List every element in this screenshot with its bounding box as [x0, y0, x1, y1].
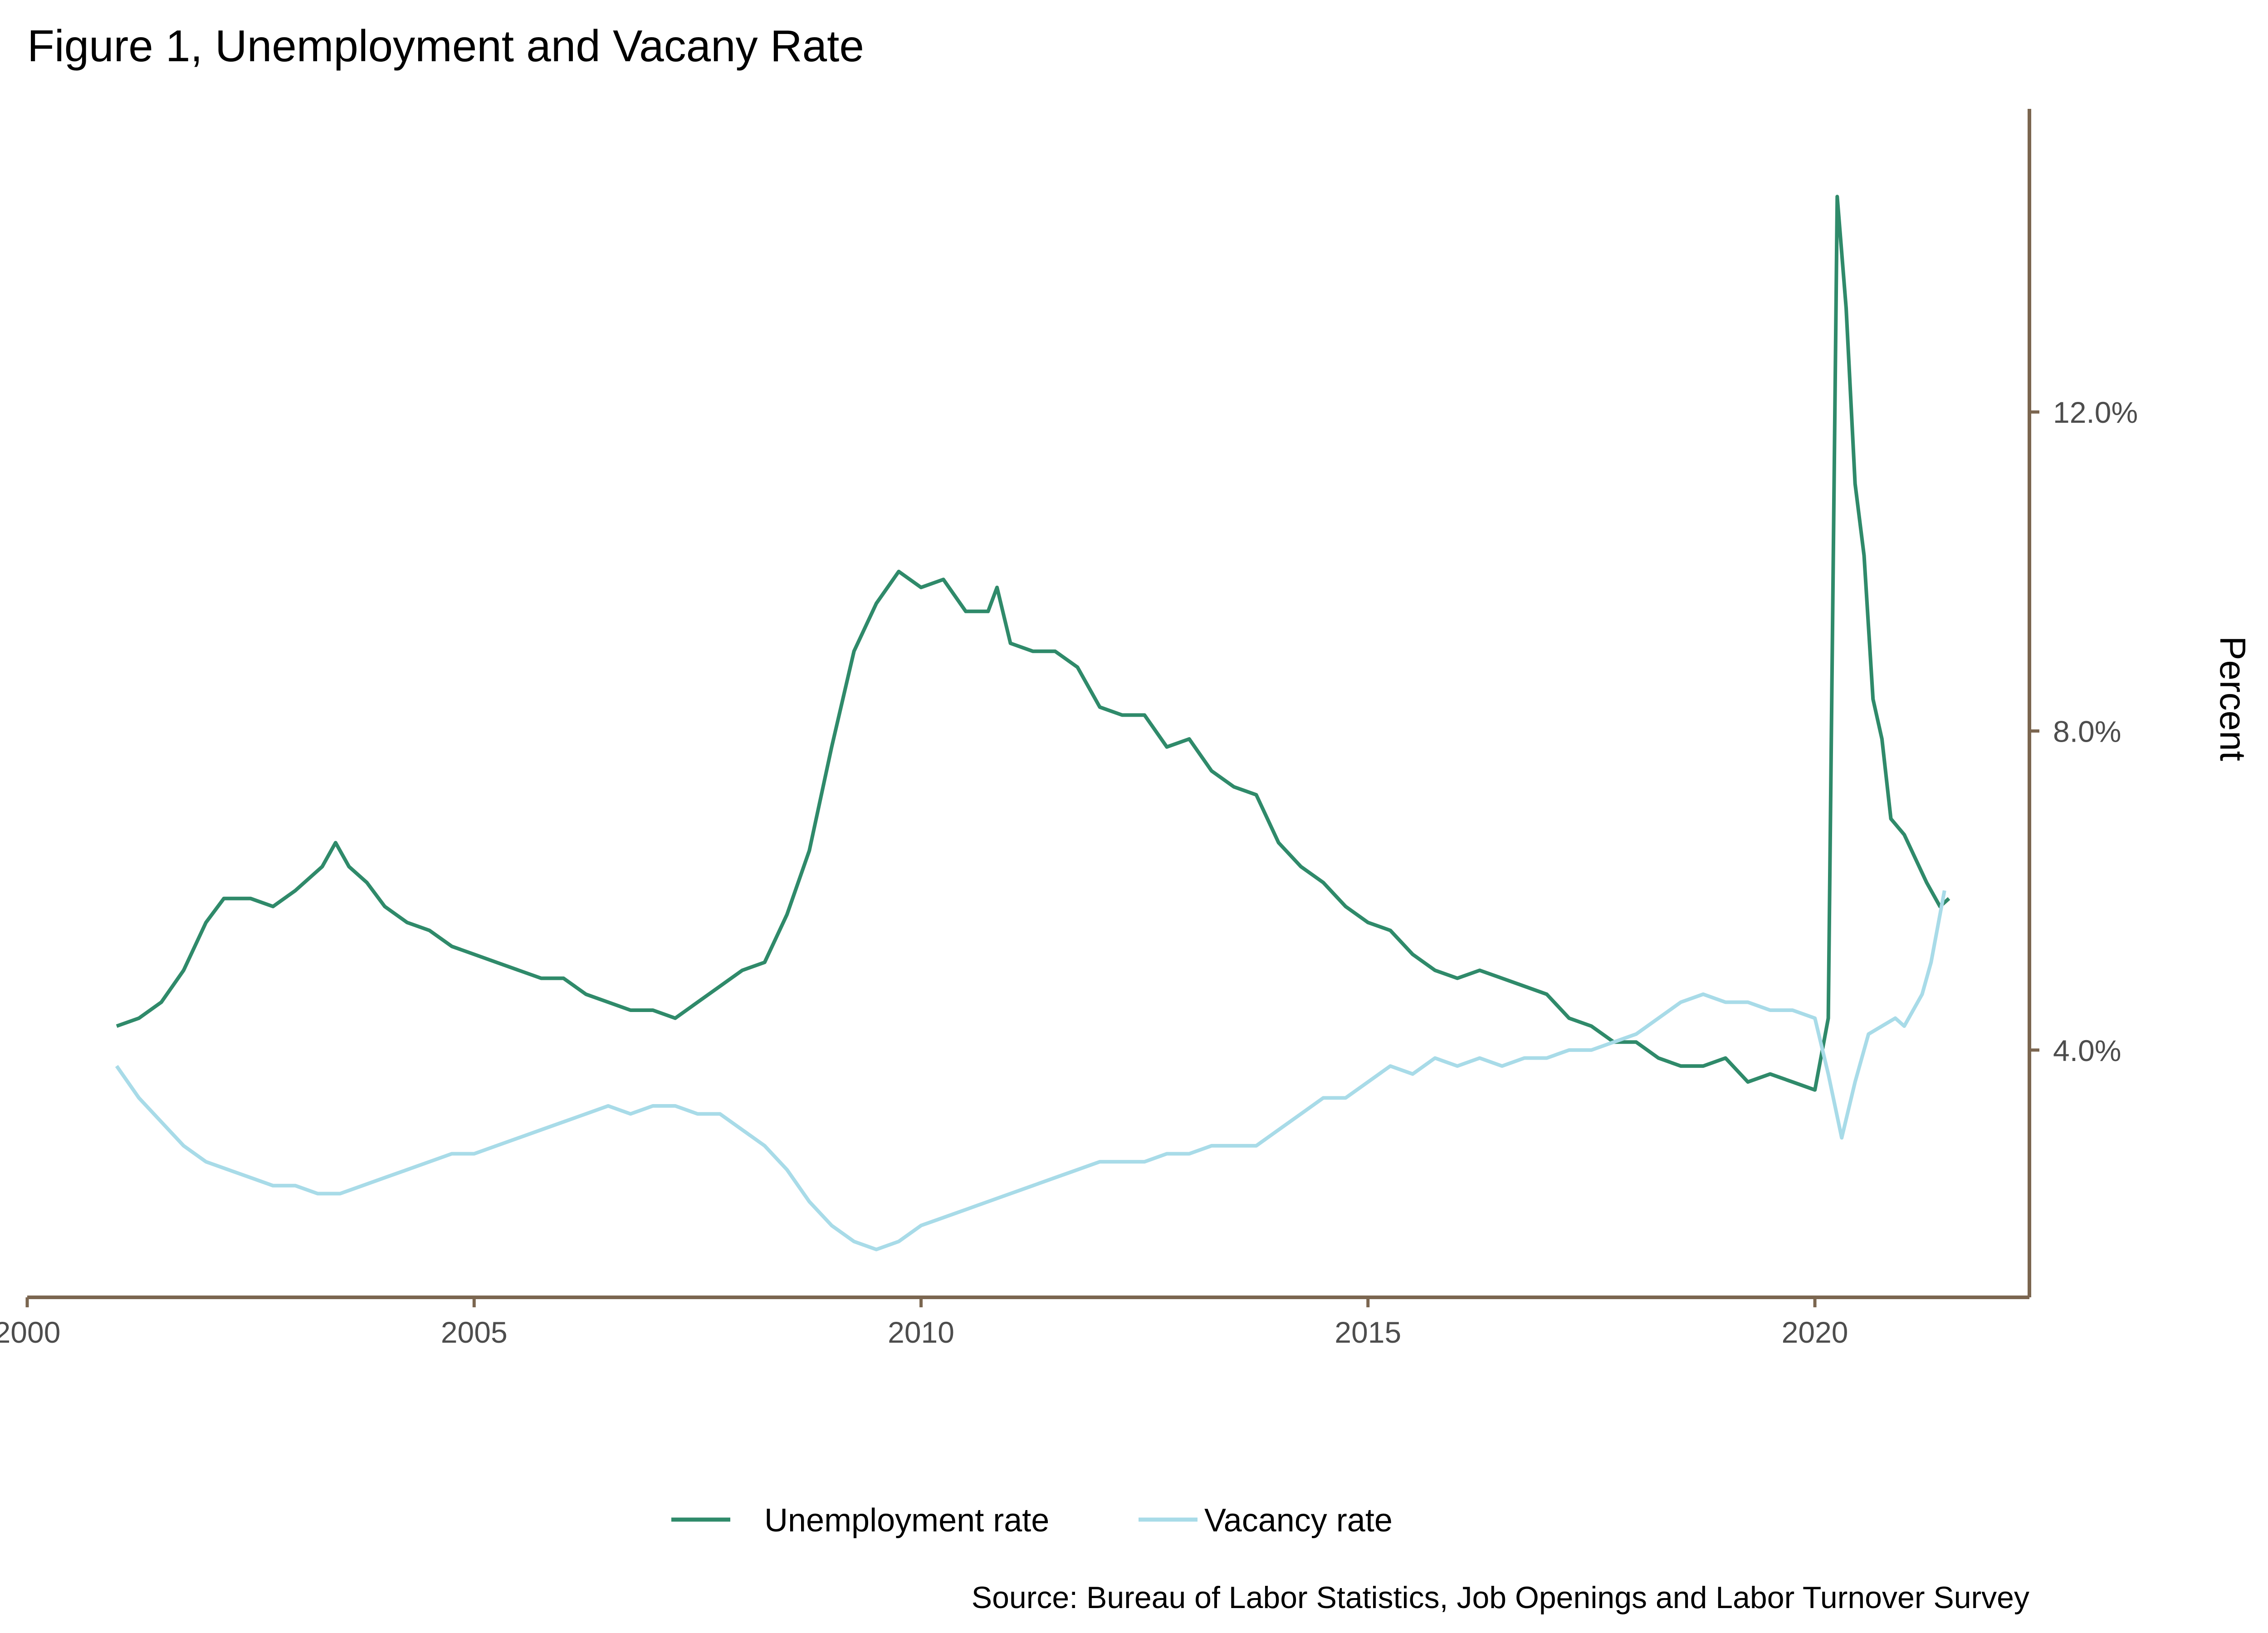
series-layer: [115, 195, 1950, 1252]
x-tick-label-2010: 2010: [888, 1315, 954, 1349]
series-line-vacancy-rate: [115, 890, 1946, 1252]
x-axis-ticks: 2000 2005 2010 2015 2020: [0, 1297, 1848, 1349]
y-tick-label-12: 12.0%: [2053, 396, 2138, 429]
legend-label-vacancy-rate: Vacancy rate: [1204, 1502, 1393, 1539]
y-axis-ticks: 4.0% 8.0% 12.0%: [2029, 396, 2138, 1067]
x-tick-label-2000: 2000: [0, 1315, 60, 1349]
chart-title: Figure 1, Unemployment and Vacany Rate: [27, 21, 864, 71]
y-tick-label-8: 8.0%: [2053, 715, 2121, 748]
legend: Unemployment rate Vacancy rate: [671, 1502, 1393, 1539]
legend-label-unemployment-rate: Unemployment rate: [764, 1502, 1049, 1539]
y-axis-title: Percent: [2213, 636, 2253, 761]
x-tick-label-2020: 2020: [1782, 1315, 1848, 1349]
series-line-unemployment-rate: [116, 195, 1950, 1092]
x-tick-label-2005: 2005: [441, 1315, 508, 1349]
x-tick-label-2015: 2015: [1334, 1315, 1401, 1349]
y-tick-label-4: 4.0%: [2053, 1034, 2121, 1067]
source-caption: Source: Bureau of Labor Statistics, Job …: [972, 1580, 2029, 1615]
